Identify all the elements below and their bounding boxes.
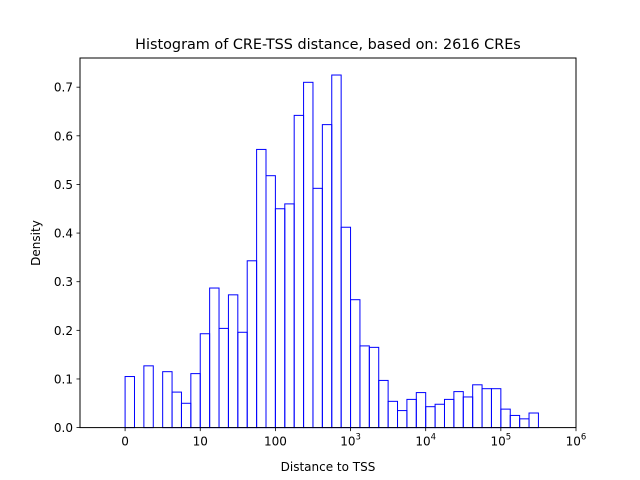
y-tick-label: 0.7 [54,81,73,95]
x-axis-label: Distance to TSS [281,460,376,474]
y-tick-label: 0.6 [54,129,73,143]
x-tick-label: 10 [193,435,208,449]
plot-frame [79,57,577,429]
chart-title: Histogram of CRE-TSS distance, based on:… [135,37,521,53]
y-axis-label: Density [29,220,43,266]
x-tick-label: 100 [264,435,287,449]
x-tick-label: 106 [566,433,587,449]
y-tick-label: 0.1 [54,372,73,386]
x-tick-label: 104 [415,433,436,449]
y-tick-label: 0.5 [54,178,73,192]
x-axis: 0 10 100 103 104 105 106 [121,427,587,449]
y-tick-label: 0.2 [54,324,73,338]
y-axis: 0.0 0.1 0.2 0.3 0.4 0.5 0.6 0.7 [54,81,80,435]
x-tick-label: 0 [121,435,129,449]
histogram-bars [124,74,539,429]
y-tick-label: 0.0 [54,421,73,435]
x-tick-label: 105 [490,433,511,449]
y-tick-label: 0.4 [54,227,73,241]
x-tick-label: 103 [340,433,361,449]
y-tick-label: 0.3 [54,275,73,289]
